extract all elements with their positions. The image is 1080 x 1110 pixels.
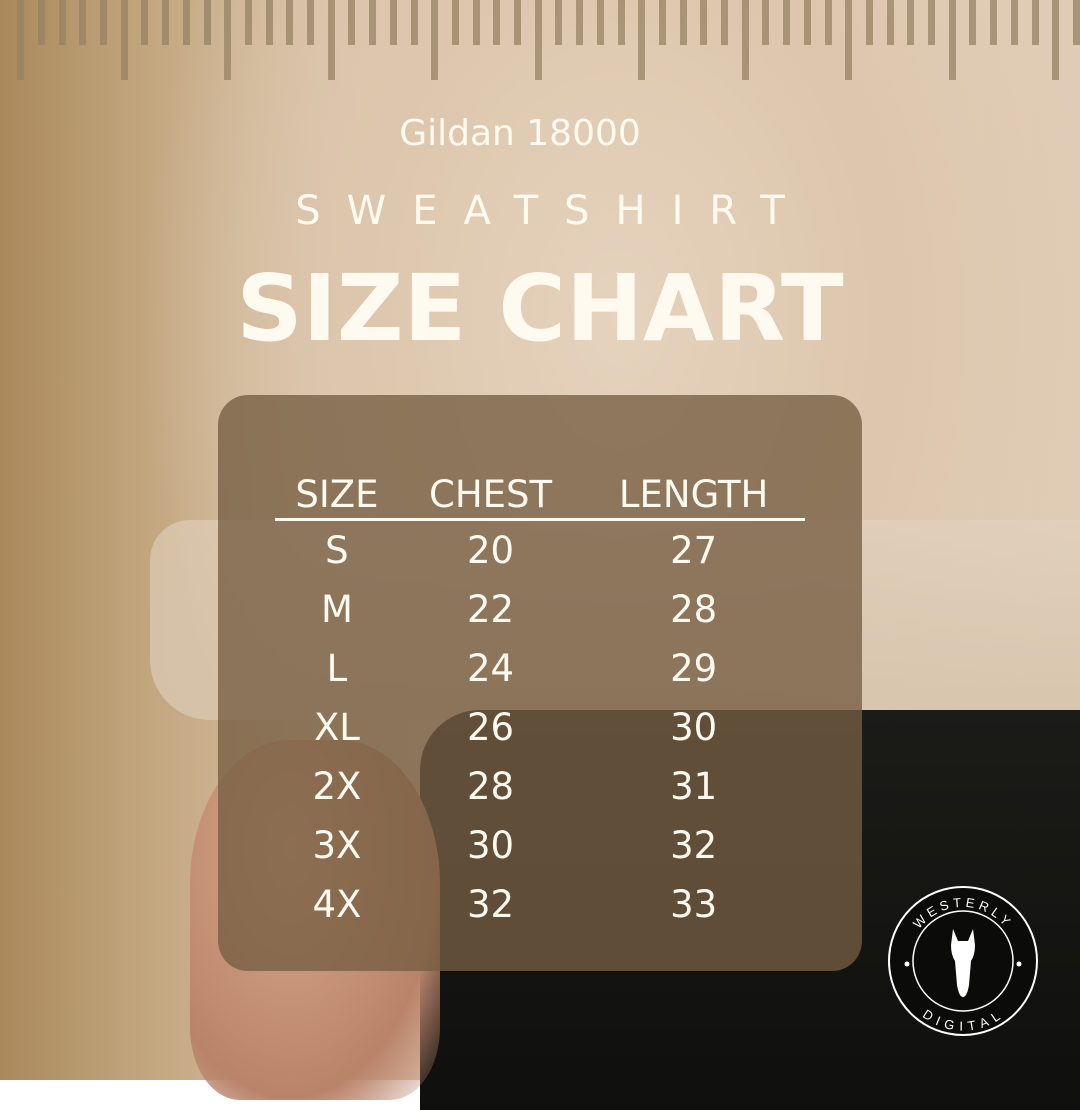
ruler-tick [638,0,646,80]
ruler-tick [576,0,584,45]
header-size: SIZE [275,470,399,521]
table-row: 3X 30 32 [275,816,805,875]
cell-length: 27 [670,529,718,572]
cell-length: 29 [670,647,718,690]
ruler-tick [824,0,832,45]
table-row: 4X 32 33 [275,875,805,934]
cell-chest: 32 [467,883,515,926]
ruler-tick [389,0,397,45]
page-title: SIZE CHART [236,255,844,362]
ruler-tick [617,0,625,45]
cell-length: 28 [670,588,718,631]
ruler-tick [990,0,998,45]
ruler-tick [1031,0,1039,45]
ruler-tick [721,0,728,45]
cell-length: 30 [670,706,718,749]
ruler-tick [928,0,935,45]
cell-chest: 22 [467,588,515,631]
ruler-tick [224,0,232,80]
ruler-tick [431,0,439,80]
ruler-tick [286,0,294,45]
header-length: LENGTH [582,470,805,521]
cell-size: 4X [312,883,362,926]
cell-chest: 30 [467,824,515,867]
table-row: XL 26 30 [275,698,805,757]
ruler-tick [803,0,811,45]
ruler-tick [493,0,501,45]
ruler-tick [534,0,542,80]
ruler-tick [162,0,170,45]
cell-size: M [320,588,353,631]
ruler-tick [679,0,687,45]
ruler-tick [596,0,604,45]
ruler-tick [37,0,45,45]
size-table: SIZE CHEST LENGTH S 20 27 M 22 28 L 24 29 XL 26 30 2… [275,470,805,934]
ruler-tick [1052,0,1060,80]
ruler-tick [79,0,87,45]
cell-chest: 28 [467,765,515,808]
ruler-tick [555,0,563,45]
ruler-tick [120,0,128,80]
westerly-digital-logo: WESTERLY DIGITAL [888,886,1038,1036]
ruler-tick [1010,0,1018,45]
ruler-tick [58,0,66,45]
cell-size: S [325,529,349,572]
cell-length: 31 [670,765,718,808]
horse-head-icon [951,929,975,997]
ruler-tick [741,0,749,80]
ruler-tick [307,0,314,45]
table-row: M 22 28 [275,580,805,639]
ruler-tick [327,0,335,80]
ruler-tick [472,0,480,45]
ruler-tick [907,0,915,45]
table-row: 2X 28 31 [275,757,805,816]
ruler-tick [244,0,252,45]
table-row: S 20 27 [275,520,805,581]
ruler-tick [182,0,190,45]
cell-size: 3X [312,824,362,867]
cell-length: 33 [670,883,718,926]
cell-size: XL [313,706,360,749]
ruler-tick [762,0,770,45]
ruler-tick [886,0,894,45]
ruler-tick [845,0,853,80]
ruler-tick [948,0,956,80]
ruler-tick [100,0,107,45]
cell-length: 32 [670,824,718,867]
table-row: L 24 29 [275,639,805,698]
cell-chest: 20 [467,529,515,572]
header-chest: CHEST [398,470,583,521]
ruler-tick [348,0,356,45]
ruler-tick [451,0,459,45]
ruler-tick [203,0,211,45]
ruler-tick [1072,0,1080,45]
subtitle: SWEATSHIRT [295,188,811,234]
ruler-tick [514,0,521,45]
ruler-tick [141,0,149,45]
ruler-tick [969,0,977,45]
ruler-tick [369,0,377,45]
ruler-tick [700,0,708,45]
brand-name: Gildan 18000 [399,113,641,154]
ruler-tick [658,0,666,45]
cell-size: 2X [312,765,362,808]
ruler-tick [865,0,873,45]
cell-chest: 24 [467,647,515,690]
ruler-tick [783,0,791,45]
ruler-decoration [0,0,1080,85]
ruler-tick [265,0,273,45]
ruler-tick [17,0,25,80]
ruler-tick [410,0,418,45]
cell-chest: 26 [467,706,515,749]
cell-size: L [326,647,348,690]
